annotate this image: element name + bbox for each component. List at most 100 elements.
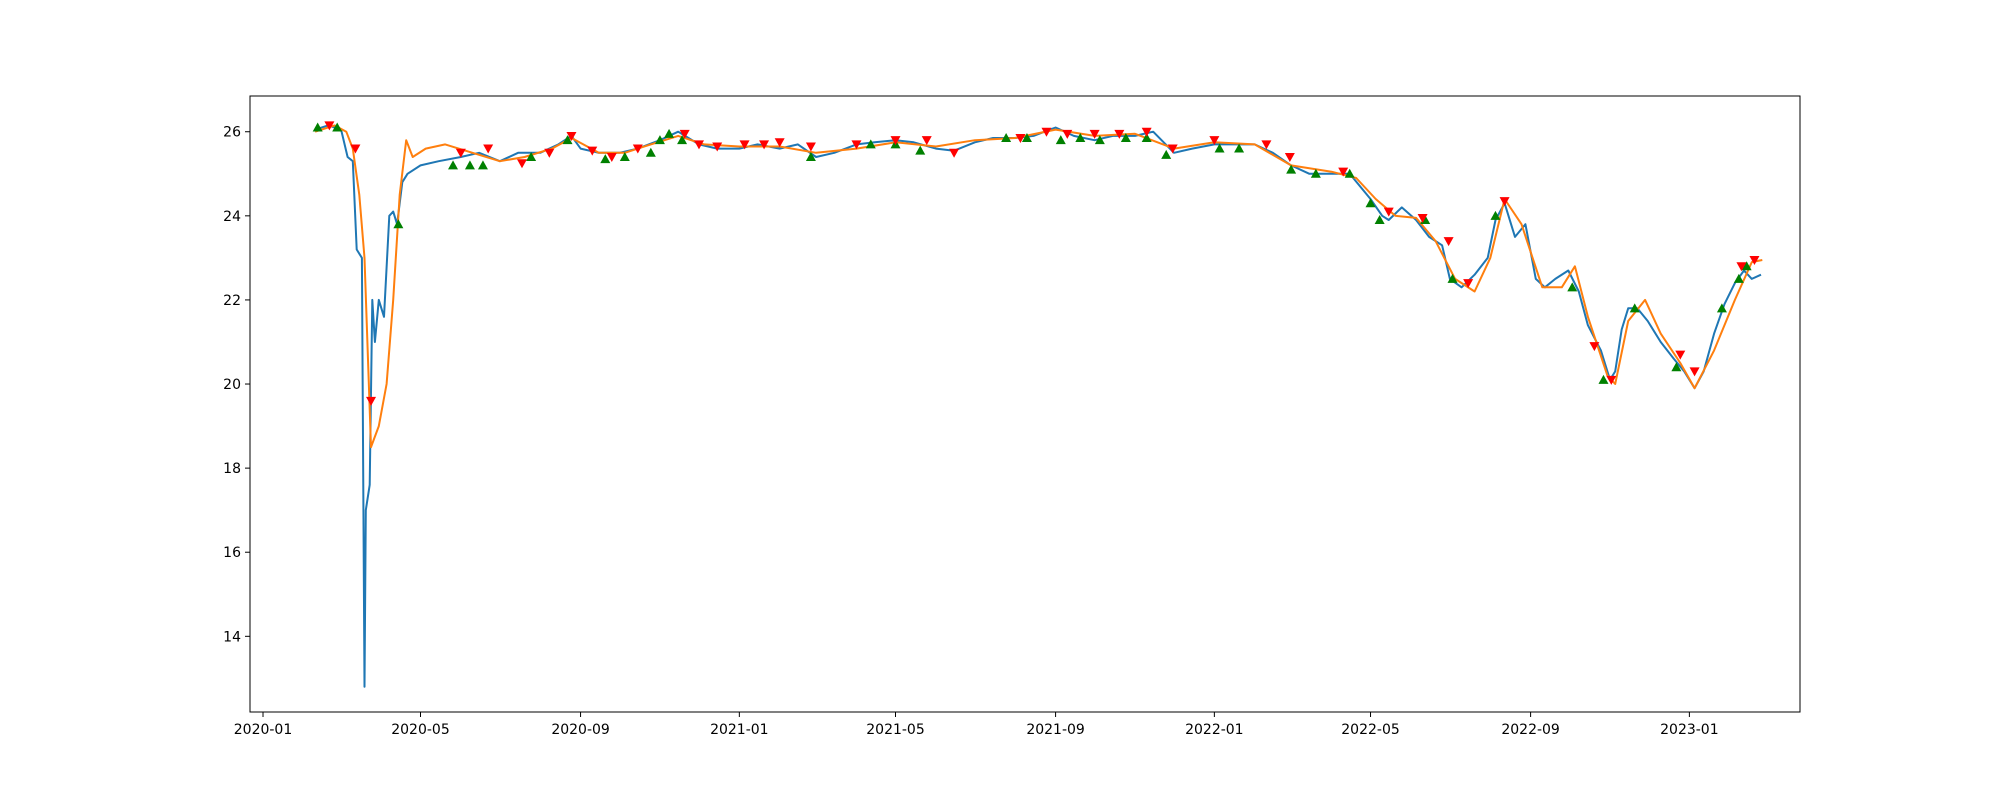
sell-marker	[712, 142, 723, 152]
series-layer	[314, 124, 1763, 688]
sell-marker	[1606, 375, 1617, 385]
sell-marker	[851, 140, 862, 150]
buy-marker	[1490, 210, 1501, 220]
buy-marker	[312, 122, 323, 132]
buy-marker	[1161, 149, 1172, 159]
buy-marker	[477, 160, 488, 170]
buy-marker	[526, 151, 537, 161]
sell-marker	[1114, 129, 1125, 139]
y-tick-label: 22	[223, 293, 241, 309]
buy-marker	[1671, 362, 1682, 372]
sell-marker	[483, 144, 494, 154]
x-tick-label: 2022-09	[1501, 722, 1560, 738]
sell-marker	[1261, 140, 1272, 150]
buy-marker	[645, 147, 656, 157]
sell-marker	[693, 140, 704, 150]
sell-marker	[1041, 127, 1052, 137]
x-tick-label: 2020-05	[391, 722, 450, 738]
marker-layer	[312, 121, 1760, 406]
sell-marker	[774, 138, 785, 148]
x-tick-label: 2020-01	[234, 722, 293, 738]
buy-marker	[1733, 273, 1744, 283]
x-tick-label: 2021-05	[866, 722, 925, 738]
y-tick-label: 16	[223, 545, 241, 561]
buy-marker	[805, 151, 816, 161]
y-tick-label: 20	[223, 377, 241, 393]
buy-marker	[1716, 303, 1727, 313]
buy-marker	[915, 145, 926, 155]
x-tick-label: 2020-09	[551, 722, 610, 738]
sell-marker	[1062, 129, 1073, 139]
sell-marker	[566, 131, 577, 141]
sell-marker	[1015, 134, 1026, 144]
x-axis: 2020-01 2020-05 2020-09 2021-01 2021-05 2021-…	[234, 712, 1719, 738]
buy-marker	[865, 139, 876, 149]
buy-marker	[393, 219, 404, 229]
sell-marker	[1443, 237, 1454, 247]
buy-marker	[1344, 168, 1355, 178]
sell-marker	[1499, 197, 1510, 207]
buy-marker	[1234, 143, 1245, 153]
sell-marker	[1383, 207, 1394, 217]
moving-average-line	[314, 124, 1763, 449]
sell-marker	[1736, 262, 1747, 272]
buy-marker	[1286, 164, 1297, 174]
sell-marker	[324, 121, 335, 131]
buy-marker	[1120, 133, 1131, 143]
buy-marker	[1365, 198, 1376, 208]
buy-marker	[1374, 215, 1385, 225]
buy-marker	[1741, 261, 1752, 271]
x-tick-label: 2022-05	[1341, 722, 1400, 738]
buy-marker	[1629, 303, 1640, 313]
sell-marker	[587, 146, 598, 156]
x-tick-label: 2021-01	[710, 722, 769, 738]
sell-marker	[921, 136, 932, 146]
sell-marker	[632, 144, 643, 154]
buy-marker	[1310, 168, 1321, 178]
sell-marker	[805, 142, 816, 152]
sell-marker	[1141, 127, 1152, 137]
sell-marker	[366, 396, 377, 406]
sell-marker	[1749, 255, 1760, 265]
buy-marker	[1094, 135, 1105, 145]
sell-marker	[1689, 367, 1700, 377]
buy-marker	[1214, 143, 1225, 153]
buy-marker	[448, 160, 459, 170]
sell-marker	[1089, 129, 1100, 139]
y-tick-label: 26	[223, 125, 241, 141]
sell-marker	[1417, 213, 1428, 223]
sell-marker	[1463, 279, 1474, 289]
sell-marker	[1284, 152, 1295, 162]
x-tick-label: 2023-01	[1660, 722, 1719, 738]
buy-marker	[464, 160, 475, 170]
sell-marker	[350, 144, 361, 154]
sell-marker	[516, 159, 527, 169]
buy-marker	[619, 151, 630, 161]
buy-marker	[654, 135, 665, 145]
buy-marker	[1598, 374, 1609, 384]
buy-marker	[562, 135, 573, 145]
y-axis: 14 16 18 20 22 24 26	[223, 125, 250, 645]
sell-marker	[1589, 342, 1600, 352]
sell-marker	[739, 140, 750, 150]
buy-marker	[600, 154, 611, 164]
axes-frame	[249, 95, 1801, 713]
buy-marker	[1447, 273, 1458, 283]
sell-marker	[606, 152, 617, 162]
sell-marker	[759, 140, 770, 150]
y-tick-label: 14	[223, 629, 241, 645]
y-tick-label: 18	[223, 461, 241, 477]
buy-marker	[1141, 133, 1152, 143]
buy-marker	[1055, 135, 1066, 145]
sell-marker	[544, 148, 555, 158]
sell-marker	[1675, 350, 1686, 360]
sell-marker	[1209, 136, 1220, 146]
x-tick-label: 2022-01	[1185, 722, 1244, 738]
buy-marker	[1567, 282, 1578, 292]
sell-marker	[949, 148, 960, 158]
buy-marker	[677, 135, 688, 145]
buy-marker	[1075, 133, 1086, 143]
plot-area	[249, 95, 1801, 713]
buy-marker	[1001, 133, 1012, 143]
